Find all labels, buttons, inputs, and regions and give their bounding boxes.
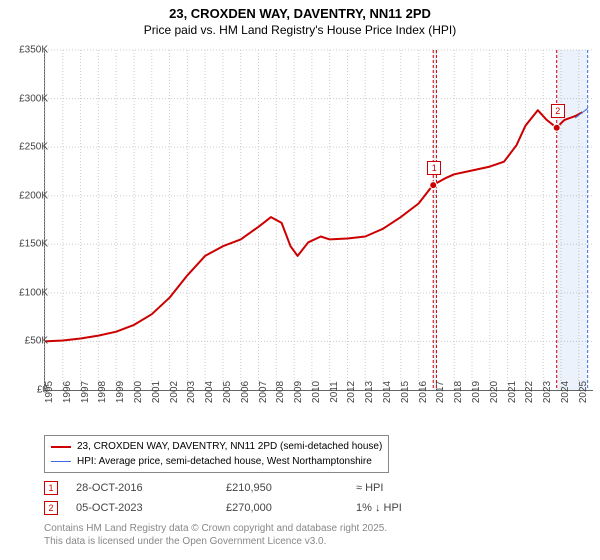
x-tick-label: 2011 xyxy=(329,381,340,403)
x-tick-label: 2014 xyxy=(382,381,393,403)
sale-date-2: 05-OCT-2023 xyxy=(76,502,226,514)
y-tick-label: £50K xyxy=(25,336,48,347)
sale-date-1: 28-OCT-2016 xyxy=(76,482,226,494)
y-tick-label: £250K xyxy=(19,142,48,153)
x-tick-label: 1996 xyxy=(62,381,73,403)
footer-line-1: Contains HM Land Registry data © Crown c… xyxy=(44,522,387,535)
y-tick-label: £200K xyxy=(19,190,48,201)
legend-swatch-red xyxy=(51,446,71,448)
x-tick-label: 1995 xyxy=(44,381,55,403)
legend-label-2: HPI: Average price, semi-detached house,… xyxy=(77,454,372,469)
x-tick-label: 2013 xyxy=(364,381,375,403)
x-tick-label: 1999 xyxy=(115,381,126,403)
y-tick-label: £300K xyxy=(19,93,48,104)
sale-delta-2: 1% ↓ HPI xyxy=(356,502,402,514)
x-tick-label: 2008 xyxy=(275,381,286,403)
x-tick-label: 2016 xyxy=(418,381,429,403)
x-tick-label: 2015 xyxy=(400,381,411,403)
x-tick-label: 2025 xyxy=(578,381,589,403)
footer-line-2: This data is licensed under the Open Gov… xyxy=(44,535,387,548)
chart-subtitle: Price paid vs. HM Land Registry's House … xyxy=(0,23,600,41)
sale-row-1: 1 28-OCT-2016 £210,950 ≈ HPI xyxy=(44,478,402,498)
sale-price-1: £210,950 xyxy=(226,482,356,494)
footer: Contains HM Land Registry data © Crown c… xyxy=(44,522,387,548)
sale-marker-icon: 1 xyxy=(427,161,441,175)
y-tick-label: £350K xyxy=(19,45,48,56)
x-tick-label: 1997 xyxy=(80,381,91,403)
plot-area: 12 xyxy=(44,50,593,391)
x-tick-label: 2003 xyxy=(186,381,197,403)
x-tick-label: 2007 xyxy=(258,381,269,403)
x-tick-label: 2020 xyxy=(489,381,500,403)
sale-row-2: 2 05-OCT-2023 £270,000 1% ↓ HPI xyxy=(44,498,402,518)
x-tick-label: 2017 xyxy=(435,381,446,403)
x-tick-label: 2001 xyxy=(151,381,162,403)
x-tick-label: 2012 xyxy=(346,381,357,403)
x-tick-label: 2021 xyxy=(507,381,518,403)
chart-container: 23, CROXDEN WAY, DAVENTRY, NN11 2PD Pric… xyxy=(0,0,600,560)
x-tick-label: 2018 xyxy=(453,381,464,403)
sale-price-2: £270,000 xyxy=(226,502,356,514)
sale-marker-icon: 2 xyxy=(551,104,565,118)
x-tick-label: 2005 xyxy=(222,381,233,403)
legend-row-2: HPI: Average price, semi-detached house,… xyxy=(51,454,382,469)
x-tick-label: 2022 xyxy=(524,381,535,403)
y-tick-label: £150K xyxy=(19,239,48,250)
chart-svg xyxy=(45,50,593,390)
x-tick-label: 2024 xyxy=(560,381,571,403)
legend-label-1: 23, CROXDEN WAY, DAVENTRY, NN11 2PD (sem… xyxy=(77,439,382,454)
x-tick-label: 2006 xyxy=(240,381,251,403)
x-tick-label: 2002 xyxy=(169,381,180,403)
x-tick-label: 2004 xyxy=(204,381,215,403)
legend-swatch-blue xyxy=(51,461,71,462)
sale-marker-2: 2 xyxy=(44,501,58,515)
x-tick-label: 1998 xyxy=(97,381,108,403)
sale-marker-1: 1 xyxy=(44,481,58,495)
x-tick-label: 2019 xyxy=(471,381,482,403)
x-tick-label: 2000 xyxy=(133,381,144,403)
x-tick-label: 2023 xyxy=(542,381,553,403)
legend-row-1: 23, CROXDEN WAY, DAVENTRY, NN11 2PD (sem… xyxy=(51,439,382,454)
sale-delta-1: ≈ HPI xyxy=(356,482,383,494)
legend: 23, CROXDEN WAY, DAVENTRY, NN11 2PD (sem… xyxy=(44,435,389,473)
chart-title: 23, CROXDEN WAY, DAVENTRY, NN11 2PD xyxy=(0,0,600,23)
sales-table: 1 28-OCT-2016 £210,950 ≈ HPI 2 05-OCT-20… xyxy=(44,478,402,518)
x-tick-label: 2009 xyxy=(293,381,304,403)
x-tick-label: 2010 xyxy=(311,381,322,403)
y-tick-label: £100K xyxy=(19,287,48,298)
